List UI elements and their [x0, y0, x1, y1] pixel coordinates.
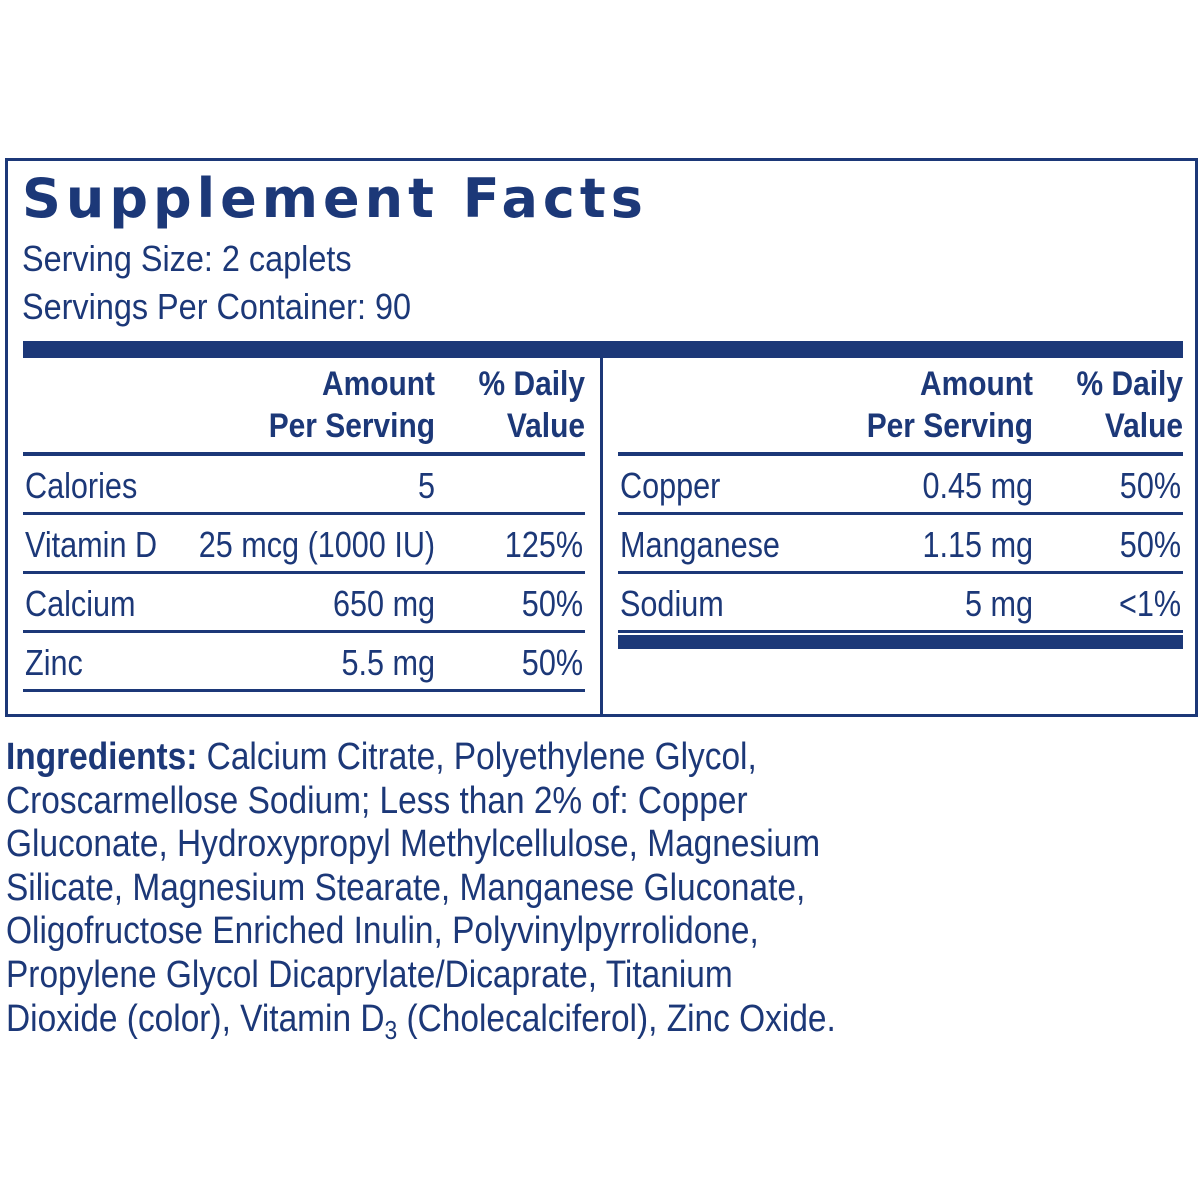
daily-value-header: % Daily Value — [478, 365, 585, 445]
right-column-header: Amount Per Serving % Daily Value — [618, 359, 1183, 456]
left-column-header: Amount Per Serving % Daily Value — [23, 359, 585, 456]
right-nutrient-column: Amount Per Serving % Daily Value Copper … — [618, 359, 1183, 649]
nutrient-amount: 5 mg — [964, 583, 1033, 624]
top-divider-bar — [23, 341, 1183, 358]
ingredients-text: Dioxide (color), Vitamin D — [6, 997, 385, 1040]
nutrient-daily-value: 50% — [1119, 465, 1181, 506]
ingredients-line: Dioxide (color), Vitamin D3 (Cholecalcif… — [6, 998, 939, 1053]
nutrient-name: Calories — [25, 465, 138, 506]
nutrient-row-calcium: Calcium 650 mg 50% — [23, 574, 585, 633]
nutrient-amount: 0.45 mg — [922, 465, 1033, 506]
nutrient-row-zinc: Zinc 5.5 mg 50% — [23, 633, 585, 692]
ingredients-line: Gluconate, Hydroxypropyl Methylcellulose… — [6, 823, 821, 866]
nutrient-row-manganese: Manganese 1.15 mg 50% — [618, 515, 1183, 574]
nutrient-amount: 25 mcg (1000 IU) — [198, 524, 435, 565]
subscript-three: 3 — [384, 1014, 398, 1045]
servings-per-container: Servings Per Container: 90 — [22, 286, 412, 327]
ingredients-line: Propylene Glycol Dicaprylate/Dicaprate, … — [6, 953, 733, 996]
nutrient-name: Calcium — [25, 583, 136, 624]
nutrient-amount: 5.5 mg — [341, 642, 435, 683]
nutrient-amount: 1.15 mg — [922, 524, 1033, 565]
nutrient-name: Zinc — [25, 642, 83, 683]
nutrient-daily-value: 50% — [521, 642, 583, 683]
nutrient-daily-value: 125% — [504, 524, 583, 565]
nutrient-daily-value: 50% — [1119, 524, 1181, 565]
nutrient-row-copper: Copper 0.45 mg 50% — [618, 456, 1183, 515]
nutrient-row-sodium: Sodium 5 mg <1% — [618, 574, 1183, 633]
nutrient-daily-value: 50% — [521, 583, 583, 624]
amount-per-serving-header: Amount Per Serving — [268, 365, 435, 445]
nutrient-row-vitamin-d: Vitamin D 25 mcg (1000 IU) 125% — [23, 515, 585, 574]
ingredients-text: Calcium Citrate, Polyethylene Glycol, — [197, 736, 757, 778]
serving-size: Serving Size: 2 caplets — [22, 238, 352, 279]
ingredients-statement: Ingredients: Calcium Citrate, Polyethyle… — [6, 736, 939, 1052]
nutrient-amount: 5 — [417, 465, 435, 506]
ingredients-line: Oligofructose Enriched Inulin, Polyvinyl… — [6, 910, 759, 953]
nutrient-name: Manganese — [620, 524, 780, 565]
ingredients-line: Croscarmellose Sodium; Less than 2% of: … — [6, 779, 748, 822]
ingredients-text: (Cholecalciferol), Zinc Oxide. — [397, 997, 836, 1040]
column-divider — [600, 354, 603, 714]
ingredients-line: Silicate, Magnesium Stearate, Manganese … — [6, 866, 806, 909]
nutrient-amount: 650 mg — [332, 583, 435, 624]
supplement-facts-panel: Supplement Facts Serving Size: 2 caplets… — [5, 158, 1198, 717]
panel-title: Supplement Facts — [22, 167, 648, 230]
nutrient-name: Vitamin D — [25, 524, 158, 565]
left-nutrient-column: Amount Per Serving % Daily Value Calorie… — [23, 359, 585, 692]
right-bottom-bar — [618, 635, 1183, 649]
nutrient-name: Sodium — [620, 583, 724, 624]
amount-per-serving-header: Amount Per Serving — [866, 365, 1033, 445]
nutrient-row-calories: Calories 5 — [23, 456, 585, 515]
ingredients-line: Ingredients: Calcium Citrate, Polyethyle… — [6, 736, 939, 780]
nutrient-name: Copper — [620, 465, 721, 506]
daily-value-header: % Daily Value — [1076, 365, 1183, 445]
nutrient-daily-value: <1% — [1118, 583, 1181, 624]
ingredients-label: Ingredients: — [6, 736, 198, 778]
